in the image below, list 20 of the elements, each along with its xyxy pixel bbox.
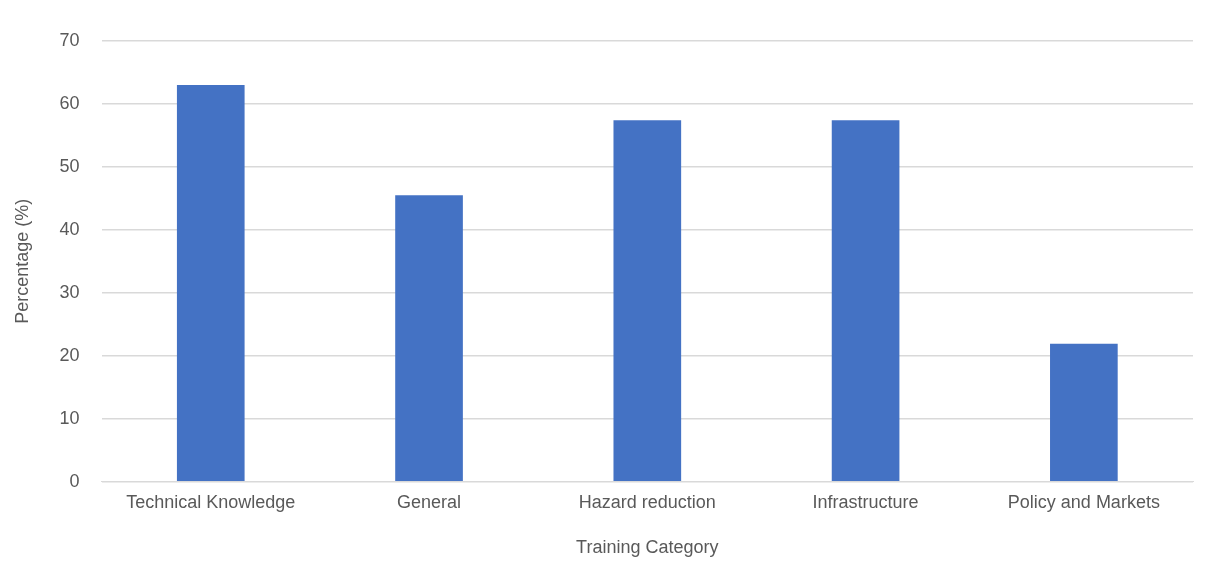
y-tick-label: 70 — [59, 29, 80, 50]
x-tick-label: Hazard reduction — [578, 491, 716, 512]
y-axis-title: Percentage (%) — [11, 198, 32, 324]
y-tick-label: 30 — [59, 281, 80, 302]
y-tick-label: 50 — [59, 155, 80, 176]
y-tick-label: 10 — [59, 407, 80, 428]
x-tick-label: Infrastructure — [812, 491, 919, 512]
x-axis-title: Training Category — [576, 537, 719, 558]
bar — [176, 84, 245, 482]
x-tick-label: Policy and Markets — [1007, 491, 1160, 512]
bar — [831, 120, 900, 482]
bar — [613, 120, 682, 482]
y-tick-label: 40 — [59, 218, 80, 239]
bar — [395, 195, 463, 482]
x-tick-label: Technical Knowledge — [126, 491, 296, 512]
y-tick-label: 20 — [59, 344, 80, 365]
x-tick-label: General — [397, 491, 462, 512]
y-tick-label: 60 — [59, 92, 80, 113]
bar — [1050, 343, 1118, 482]
y-tick-label: 0 — [69, 470, 80, 491]
